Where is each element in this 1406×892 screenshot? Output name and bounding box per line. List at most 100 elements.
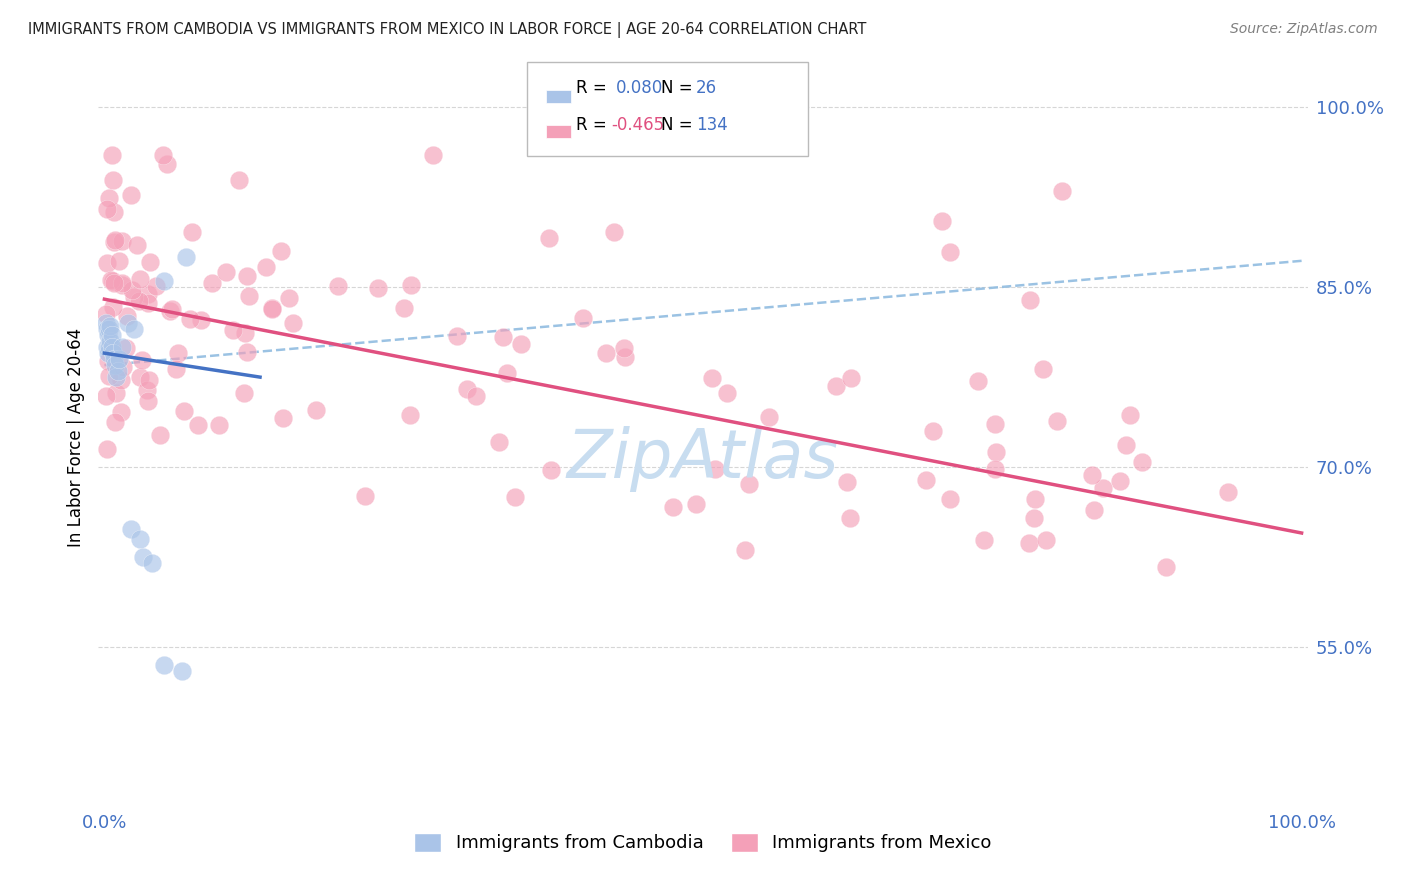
Point [103,352,125,367]
Point [326,278,349,293]
Point [931,214,953,228]
Point [111,276,134,290]
Point [399,277,422,292]
Text: 0.080: 0.080 [616,79,664,97]
Text: R =: R = [576,79,613,97]
Point [201,277,224,291]
Point [96,202,118,217]
Point [129,532,152,546]
Point [509,336,531,351]
Point [97,346,120,360]
Point [921,424,943,438]
Point [98,191,121,205]
Point [734,543,756,558]
Point [145,279,167,293]
Point [703,462,725,476]
Point [107,352,129,367]
Point [1119,408,1142,422]
Point [824,379,846,393]
Point [208,417,231,432]
Point [305,402,328,417]
Text: N =: N = [661,79,697,97]
Point [112,359,135,374]
Text: 134: 134 [696,116,728,134]
Point [153,274,176,288]
Point [94,389,117,403]
Point [174,250,197,264]
Point [1019,293,1042,307]
Point [127,237,149,252]
Point [540,463,562,477]
Point [613,341,636,355]
Point [100,148,122,162]
Point [281,316,304,330]
Point [104,385,127,400]
Point [262,301,284,316]
Point [716,386,738,401]
Text: ZipAtlas: ZipAtlas [567,426,839,492]
Point [111,277,134,292]
Point [96,340,118,354]
Point [159,304,181,318]
Point [97,328,120,343]
Text: R =: R = [576,116,613,134]
Point [215,265,238,279]
Point [103,235,125,250]
Point [595,345,617,359]
Point [986,445,1008,459]
Point [165,361,187,376]
Point [179,311,201,326]
Point [465,389,488,403]
Point [236,269,259,284]
Point [938,245,960,260]
Point [537,231,560,245]
Legend: Immigrants from Cambodia, Immigrants from Mexico: Immigrants from Cambodia, Immigrants fro… [408,826,998,860]
Point [915,473,938,487]
Point [190,313,212,327]
Point [107,364,129,378]
Point [238,289,260,303]
Point [138,255,160,269]
Point [152,148,174,162]
Point [1050,184,1073,198]
Point [1115,438,1137,452]
Point [167,346,190,360]
Point [110,373,132,387]
Point [354,489,377,503]
Point [98,340,121,354]
Point [496,366,519,380]
Y-axis label: In Labor Force | Age 20-64: In Labor Force | Age 20-64 [66,327,84,547]
Point [233,386,256,401]
Point [128,272,150,286]
Point [603,225,626,239]
Point [488,435,510,450]
Point [228,173,250,187]
Point [187,417,209,432]
Point [153,657,176,672]
Point [613,350,636,364]
Point [136,384,159,398]
Point [180,225,202,239]
Point [278,291,301,305]
Point [392,301,415,316]
Point [503,491,526,505]
Point [422,148,444,162]
Point [128,293,150,308]
Point [236,345,259,359]
Point [117,316,139,330]
Point [233,326,256,340]
Point [984,417,1007,432]
Point [129,370,152,384]
Point [132,549,155,564]
Point [1154,559,1177,574]
Point [254,260,277,275]
Point [103,173,125,187]
Point [100,328,122,343]
Text: -0.465: -0.465 [612,116,665,134]
Point [839,511,862,525]
Text: IMMIGRANTS FROM CAMBODIA VS IMMIGRANTS FROM MEXICO IN LABOR FORCE | AGE 20-64 CO: IMMIGRANTS FROM CAMBODIA VS IMMIGRANTS F… [28,22,866,38]
Point [173,403,195,417]
Point [100,340,122,354]
Point [1024,510,1046,524]
Point [222,323,245,337]
